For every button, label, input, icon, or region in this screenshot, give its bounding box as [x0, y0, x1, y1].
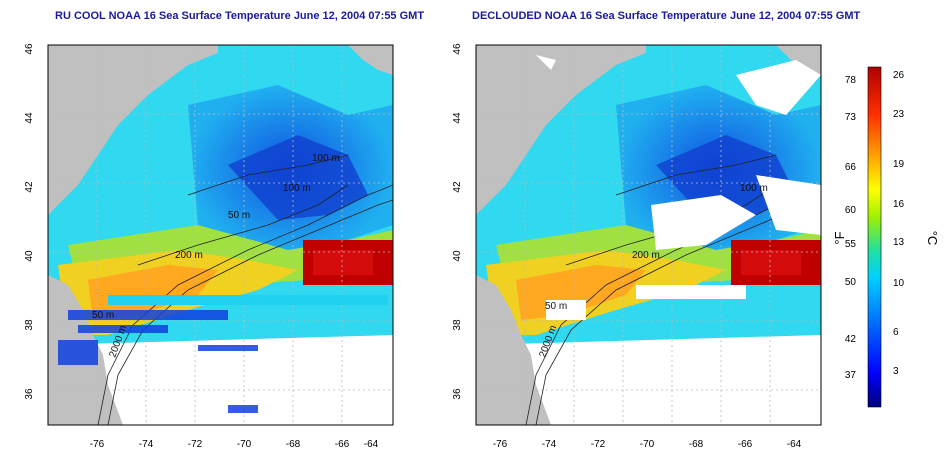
f-tick: 78: [845, 75, 857, 86]
x-tick: -72: [188, 439, 203, 450]
left-map-panel: [47, 44, 394, 426]
f-tick: 66: [845, 162, 857, 173]
x-tick: -76: [90, 439, 105, 450]
fahrenheit-label: °F: [832, 231, 847, 244]
x-tick: -72: [591, 439, 606, 450]
y-tick: 42: [452, 181, 463, 193]
c-tick: 13: [893, 237, 905, 248]
contour-label: 50 m: [545, 301, 567, 312]
x-tick: -64: [787, 439, 802, 450]
contour-label: 100 m: [312, 153, 340, 164]
c-tick: 6: [893, 327, 899, 338]
f-tick: 42: [845, 334, 857, 345]
f-tick: 73: [845, 112, 857, 123]
left-panel-title: RU COOL NOAA 16 Sea Surface Temperature …: [55, 10, 425, 22]
c-tick: 26: [893, 70, 905, 81]
right-map-panel: [475, 44, 822, 426]
f-tick: 50: [845, 277, 857, 288]
y-tick: 42: [24, 181, 35, 193]
contour-label: 200 m: [632, 250, 660, 261]
celsius-label: °C: [925, 231, 940, 246]
c-tick: 23: [893, 109, 905, 120]
x-tick: -74: [139, 439, 154, 450]
contour-label: 100 m: [283, 183, 311, 194]
fahrenheit-ticks: 78 73 66 60 55 50 42 37: [845, 75, 857, 381]
right-y-axis: 36 38 40 42 44 46: [452, 43, 463, 400]
x-tick: -68: [689, 439, 704, 450]
y-tick: 46: [452, 43, 463, 55]
c-tick: 16: [893, 199, 905, 210]
f-tick: 60: [845, 205, 857, 216]
c-tick: 3: [893, 366, 899, 377]
x-tick: -68: [286, 439, 301, 450]
y-tick: 38: [452, 319, 463, 331]
y-tick: 44: [24, 112, 35, 124]
colorbar-scale: [867, 66, 882, 408]
x-tick: -64: [364, 439, 379, 450]
colorbar: 78 73 66 60 55 50 42 37 26 23 19 16 13 1…: [832, 66, 940, 408]
contour-label: 200 m: [175, 250, 203, 261]
contour-label: 50 m: [228, 210, 250, 221]
f-tick: 37: [845, 370, 857, 381]
celsius-ticks: 26 23 19 16 13 10 6 3: [893, 70, 905, 377]
contour-label: 100 m: [740, 183, 768, 194]
c-tick: 19: [893, 159, 905, 170]
y-tick: 38: [24, 319, 35, 331]
c-tick: 10: [893, 278, 905, 289]
y-tick: 40: [24, 250, 35, 262]
left-y-axis: 36 38 40 42 44 46: [24, 43, 35, 400]
left-x-axis: -76 -74 -72 -70 -68 -66 -64: [90, 439, 379, 450]
y-tick: 44: [452, 112, 463, 124]
y-tick: 40: [452, 250, 463, 262]
x-tick: -66: [335, 439, 350, 450]
right-panel-title: DECLOUDED NOAA 16 Sea Surface Temperatur…: [472, 10, 861, 22]
x-tick: -76: [493, 439, 508, 450]
contour-label: 50 m: [92, 310, 114, 321]
x-tick: -70: [640, 439, 655, 450]
f-tick: 55: [845, 239, 857, 250]
y-tick: 46: [24, 43, 35, 55]
right-x-axis: -76 -74 -72 -70 -68 -66 -64: [493, 439, 802, 450]
x-tick: -66: [738, 439, 753, 450]
x-tick: -70: [237, 439, 252, 450]
y-tick: 36: [452, 388, 463, 400]
y-tick: 36: [24, 388, 35, 400]
x-tick: -74: [542, 439, 557, 450]
